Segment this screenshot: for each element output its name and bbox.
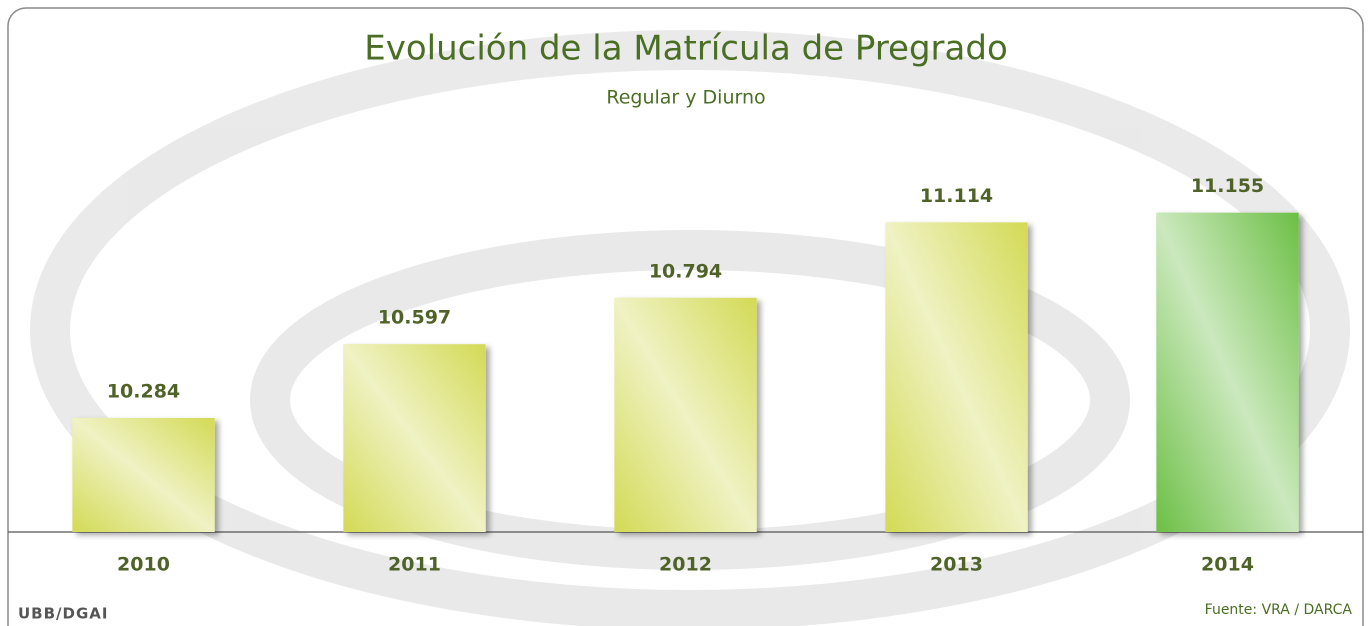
value-label: 10.794 <box>649 260 722 282</box>
x-tick-label: 2014 <box>1201 554 1254 576</box>
bar-highlight <box>343 344 486 532</box>
watermark <box>30 30 1350 626</box>
chart-subtitle: Regular y Diurno <box>606 87 765 109</box>
x-tick-label: 2010 <box>117 554 170 576</box>
bar-highlight <box>1156 212 1299 532</box>
value-label: 10.597 <box>378 307 451 329</box>
value-label: 10.284 <box>107 380 180 402</box>
source: Fuente: VRA / DARCA <box>1205 602 1353 618</box>
bar-highlight <box>614 297 757 532</box>
x-tick-label: 2013 <box>930 554 983 576</box>
chart-title: Evolución de la Matrícula de Pregrado <box>364 29 1008 69</box>
x-tick-label: 2011 <box>388 554 441 576</box>
credit: UBB/DGAI <box>18 605 108 623</box>
bar-highlight <box>885 222 1028 533</box>
x-tick-label: 2012 <box>659 554 712 576</box>
bar-highlight <box>72 417 215 532</box>
value-label: 11.114 <box>920 185 993 207</box>
value-label: 11.155 <box>1191 175 1264 197</box>
